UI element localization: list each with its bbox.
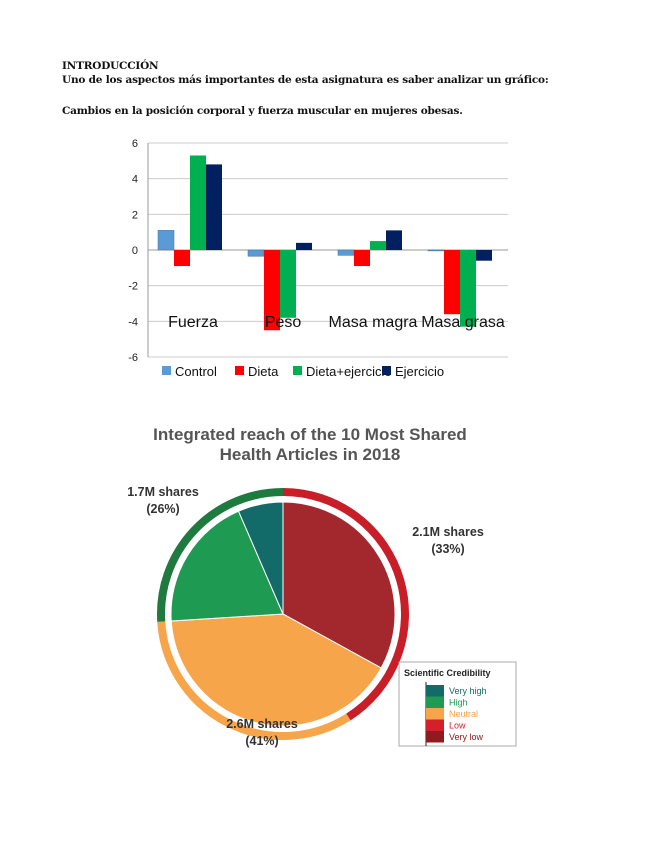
legend-label: Dieta+ejercicio — [306, 364, 392, 379]
legend-swatch — [426, 708, 444, 720]
pie-slice-high — [170, 510, 284, 622]
legend-swatch — [426, 696, 444, 708]
legend-box — [398, 661, 517, 747]
y-tick-label: -2 — [128, 281, 138, 293]
credibility-ring — [282, 488, 409, 721]
category-label: Masa magra — [329, 314, 418, 331]
bar-dieta — [354, 250, 370, 267]
pie-label-shares: 2.1M shares — [412, 525, 484, 539]
bar-dieta-ejercicio — [460, 250, 476, 327]
legend-swatch — [426, 685, 444, 697]
pie-label-percent: (33%) — [431, 542, 464, 556]
pie-title: Integrated reach of the 10 Most Shared — [153, 425, 467, 444]
bar-ejercicio — [296, 242, 312, 250]
pie-slice-neutral — [170, 613, 382, 727]
bar-dieta — [174, 250, 190, 267]
bar-dieta-ejercicio — [370, 241, 386, 250]
chart-subtitle: Cambios en la posición corporal y fuerza… — [62, 105, 463, 117]
bar-ejercicio — [206, 164, 222, 250]
bar-ejercicio — [476, 250, 492, 261]
y-tick-label: 2 — [132, 209, 138, 221]
category-label: Masa grasa — [421, 314, 505, 331]
pie-title: Health Articles in 2018 — [220, 445, 401, 464]
legend-swatch — [426, 731, 444, 743]
bar-dieta — [264, 250, 280, 331]
credibility-ring — [157, 621, 351, 740]
y-tick-label: -6 — [128, 352, 138, 364]
pie-label-percent: (26%) — [146, 502, 179, 516]
legend-title: Scientific Credibility — [404, 668, 491, 678]
credibility-ring — [157, 488, 284, 622]
pie-slice-very-low — [282, 501, 396, 669]
y-tick-label: 6 — [132, 138, 138, 150]
category-label: Peso — [265, 314, 302, 331]
bar-control — [157, 230, 175, 251]
bar-chart: 6 4 2 0 -2 -4 -6 Fuerza Peso Masa magra Masa grasa… — [128, 138, 508, 379]
legend-label: Very low — [449, 732, 484, 742]
legend-label: Low — [449, 721, 466, 731]
pie-slice-very-high — [237, 501, 284, 615]
y-tick-label: -4 — [128, 316, 138, 328]
heading: INTRODUCCIÓN — [62, 60, 159, 72]
legend-label: Neutral — [449, 709, 478, 719]
y-tick-label: 0 — [132, 245, 138, 257]
legend-swatch — [235, 366, 244, 375]
bar-dieta-ejercicio — [280, 250, 296, 318]
legend-label: Control — [175, 364, 217, 379]
legend-label: Very high — [449, 686, 487, 696]
legend-swatch — [293, 366, 302, 375]
bar-dieta-ejercicio — [190, 155, 206, 250]
legend-swatch — [382, 366, 391, 375]
legend-label: High — [449, 698, 468, 708]
intro-text: Uno de los aspectos más importantes de e… — [62, 74, 549, 86]
bar-dieta — [444, 250, 460, 315]
legend-swatch — [426, 719, 444, 731]
pie-label-shares: 2.6M shares — [226, 717, 298, 731]
pie-label-shares: 1.7M shares — [127, 485, 199, 499]
bar-ejercicio — [386, 230, 402, 250]
legend-swatch — [162, 366, 171, 375]
legend-label: Dieta — [248, 364, 279, 379]
pie-label-percent: (41%) — [245, 734, 278, 748]
category-label: Fuerza — [168, 314, 218, 331]
y-tick-label: 4 — [132, 174, 138, 186]
legend-label: Ejercicio — [395, 364, 444, 379]
